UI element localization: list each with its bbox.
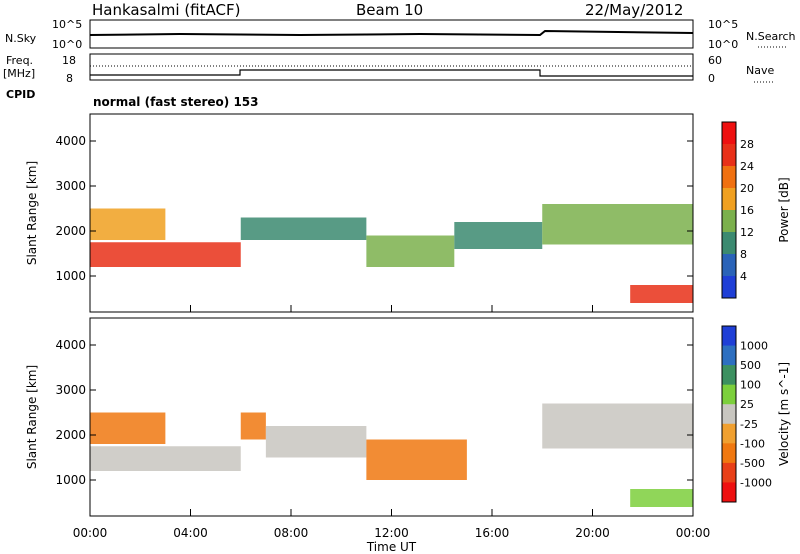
nsky-tick-top: 10^5: [52, 18, 82, 31]
x-tick-label: 12:00: [374, 526, 409, 540]
echo-band-6: [630, 285, 693, 303]
echo-band-2: [240, 412, 266, 440]
colorbar-tick: 16: [740, 204, 754, 217]
x-axis-label: Time UT: [366, 540, 417, 554]
y-axis-label: Slant Range [km]: [25, 161, 39, 265]
echo-band-1: [90, 208, 166, 240]
echo-band-3: [265, 426, 367, 458]
echo-band-4: [454, 222, 543, 249]
echo-band-4: [366, 439, 467, 480]
nave-label: Nave: [746, 64, 774, 77]
colorbar-tick: 1000: [740, 340, 768, 353]
y-tick-label: 2000: [55, 428, 86, 442]
echo-band-1: [90, 412, 166, 444]
colorbar-segment: [722, 144, 736, 167]
colorbar-segment: [722, 384, 736, 405]
nsky-label: N.Sky: [5, 32, 37, 45]
nave-tick-bottom: 0: [708, 72, 715, 85]
echo-band-0: [90, 242, 241, 267]
noise-panel: N.Sky 10^5 10^0 10^5 10^0 N.Search: [5, 18, 796, 51]
station-title: Hankasalmi (fitACF): [92, 1, 241, 19]
x-tick-label: 04:00: [173, 526, 208, 540]
echo-band-5: [542, 204, 693, 245]
colorbar-segment: [722, 462, 736, 483]
beam-title: Beam 10: [356, 1, 424, 19]
y-tick-label: 4000: [55, 338, 86, 352]
colorbar-segment: [722, 122, 736, 145]
freq-tick-top: 18: [62, 54, 76, 67]
nsearch-tick-top: 10^5: [708, 18, 738, 31]
y-tick-label: 3000: [55, 383, 86, 397]
colorbar-tick: 24: [740, 160, 754, 173]
date-title: 22/May/2012: [585, 1, 684, 19]
x-tick-label: 16:00: [475, 526, 510, 540]
freq-label: Freq.: [6, 54, 33, 67]
nsearch-tick-bottom: 10^0: [708, 38, 738, 51]
colorbar-tick: 20: [740, 182, 754, 195]
nsearch-label: N.Search: [746, 30, 796, 43]
echo-band-2: [240, 217, 367, 240]
x-tick-label: 08:00: [274, 526, 309, 540]
colorbar-segment: [722, 166, 736, 189]
colorbar-segment: [722, 482, 736, 503]
x-tick-label: 20:00: [575, 526, 610, 540]
colorbar-segment: [722, 443, 736, 464]
colorbar-label: Power [dB]: [777, 177, 791, 242]
y-tick-label: 3000: [55, 179, 86, 193]
colorbar-segment: [722, 210, 736, 233]
freq-line: [90, 69, 693, 77]
freq-tick-bottom: 8: [66, 72, 73, 85]
colorbar-tick: 28: [740, 138, 754, 151]
colorbar-segment: [722, 188, 736, 211]
freq-unit: [MHz]: [3, 67, 35, 80]
colorbar-segment: [722, 423, 736, 444]
velocity-panel: 1000 2000 3000 4000 Slant Range [km] 1000 500…: [25, 305, 791, 554]
echo-band-6: [630, 489, 693, 507]
colorbar-tick: -500: [740, 457, 765, 470]
cpid-text: normal (fast stereo) 153: [93, 95, 259, 109]
y-axis-label: Slant Range [km]: [25, 365, 39, 469]
power-panel: 1000 2000 3000 4000 Slant Range [km] 4 8 12 16 2…: [25, 113, 791, 313]
freq-panel: Freq. [MHz] 18 8 60 0 Nave CPID normal (…: [3, 53, 774, 109]
x-tick-label: 00:00: [676, 526, 711, 540]
colorbar-tick: 12: [740, 226, 754, 239]
cpid-label: CPID: [6, 88, 35, 101]
colorbar-tick: 4: [740, 270, 747, 283]
y-tick-label: 1000: [55, 269, 86, 283]
colorbar-segment: [722, 345, 736, 366]
colorbar-segment: [722, 232, 736, 255]
colorbar-tick: -25: [740, 418, 758, 431]
colorbar-label: Velocity [m s^-1]: [777, 362, 791, 466]
colorbar-segment: [722, 326, 736, 347]
y-tick-label: 4000: [55, 134, 86, 148]
colorbar-frame: [721, 121, 737, 299]
colorbar-tick: 8: [740, 248, 747, 261]
y-tick-label: 1000: [55, 473, 86, 487]
nsky-tick-bottom: 10^0: [52, 38, 82, 51]
colorbar-tick: 500: [740, 359, 761, 372]
colorbar-tick: -100: [740, 437, 765, 450]
colorbar-tick: -1000: [740, 476, 772, 489]
echo-band-3: [366, 235, 455, 267]
echo-band-0: [90, 446, 241, 471]
colorbar-segment: [722, 276, 736, 299]
colorbar-segment: [722, 365, 736, 386]
echo-band-5: [542, 403, 693, 449]
colorbar-tick: 100: [740, 379, 761, 392]
nave-tick-top: 60: [708, 54, 722, 67]
colorbar-tick: 25: [740, 398, 754, 411]
colorbar-segment: [722, 254, 736, 277]
y-tick-label: 2000: [55, 224, 86, 238]
colorbar-segment: [722, 404, 736, 425]
noise-sky-line: [89, 29, 694, 37]
x-tick-label: 00:00: [73, 526, 108, 540]
colorbar-frame: [721, 325, 737, 503]
